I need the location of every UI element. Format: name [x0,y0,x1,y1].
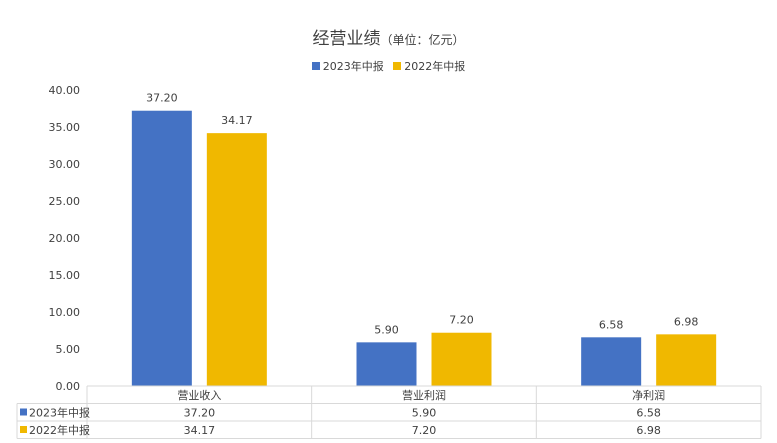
y-tick-label: 5.00 [56,343,81,356]
y-tick-label: 0.00 [56,380,81,393]
bar-value-label: 7.20 [449,314,474,327]
legend-swatch-series-2 [393,62,402,70]
x-category-label: 营业利润 [402,388,446,402]
bar-value-label: 5.90 [374,323,399,336]
y-tick-label: 25.00 [49,195,81,208]
data-table-cell: 7.20 [412,424,437,437]
bar-series-1 [581,337,642,386]
x-category-label: 净利润 [632,388,665,402]
x-category-label: 营业收入 [177,388,221,402]
bar-value-label: 6.58 [599,318,624,331]
data-table-series-name: 2022年中报 [29,423,90,437]
chart-legend: 2023年中报 2022年中报 [0,58,777,74]
data-table-cell: 6.58 [636,407,661,420]
data-table-cell: 6.98 [636,424,661,437]
y-tick-label: 35.00 [49,121,81,134]
legend-label-series-2: 2022年中报 [404,60,466,73]
bar-series-2 [206,133,267,386]
data-table-cell: 5.90 [412,407,437,420]
bar-value-label: 6.98 [674,315,699,328]
bar-series-1 [356,342,417,386]
data-table-legend-key [20,426,27,433]
y-tick-label: 10.00 [49,306,81,319]
chart-title-unit: （单位：亿元） [380,33,465,47]
chart-title: 经营业绩（单位：亿元） [0,24,777,49]
bar-series-2 [431,332,492,386]
bar-series-1 [131,110,192,386]
data-table-cell: 37.20 [184,407,216,420]
chart-title-main: 经营业绩 [312,29,381,49]
legend-label-series-1: 2023年中报 [322,60,384,73]
bar-series-2 [656,334,717,386]
data-table-legend-key [20,408,27,416]
legend-item-series-1: 2023年中报 [311,58,384,74]
data-table-cell: 34.17 [184,424,216,437]
y-tick-label: 30.00 [49,158,81,171]
y-tick-label: 15.00 [49,269,81,282]
y-tick-label: 40.00 [49,84,81,97]
bar-value-label: 34.17 [221,114,253,127]
legend-item-series-2: 2022年中报 [393,58,465,74]
bar-value-label: 37.20 [146,92,178,105]
data-table-series-name: 2023年中报 [29,406,90,420]
legend-swatch-series-1 [311,62,320,70]
y-tick-label: 20.00 [49,232,81,245]
